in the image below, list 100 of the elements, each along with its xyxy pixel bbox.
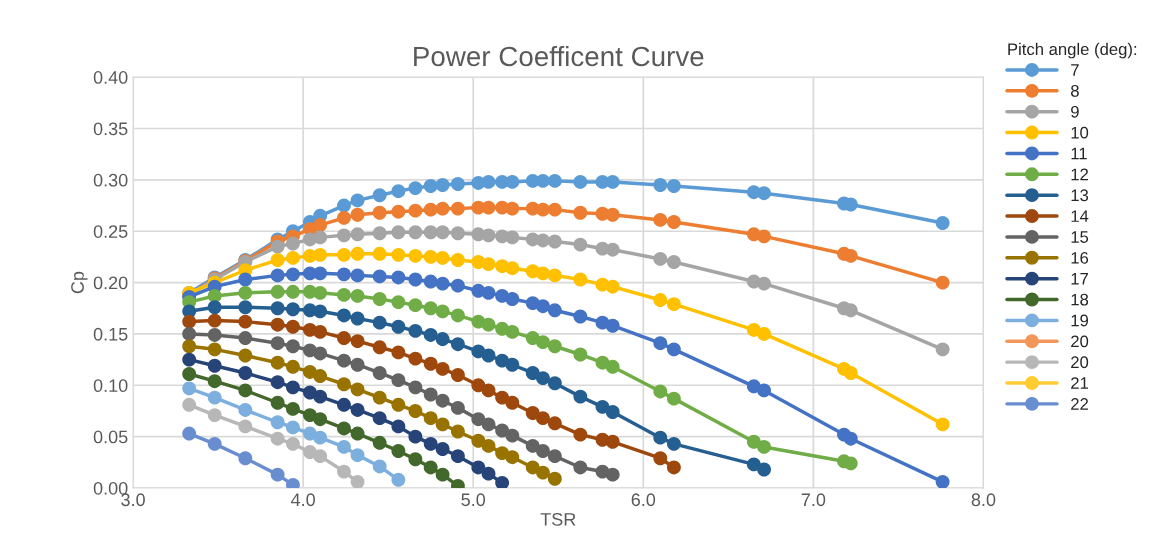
point	[573, 389, 588, 404]
point	[605, 207, 620, 222]
point	[238, 331, 253, 345]
point	[536, 266, 550, 281]
point	[182, 367, 197, 381]
point	[372, 269, 387, 284]
legend-label: 20	[1071, 356, 1089, 369]
point	[270, 395, 285, 410]
legend-label: 7	[1071, 64, 1079, 76]
point	[391, 444, 406, 458]
point	[605, 359, 620, 374]
point	[573, 460, 588, 475]
point	[238, 366, 253, 380]
point	[313, 346, 328, 361]
legend-label: 14	[1071, 210, 1089, 222]
point	[935, 275, 950, 290]
point	[481, 228, 496, 243]
point	[337, 439, 351, 454]
point	[495, 475, 510, 489]
x-tick-label: 6.0	[631, 493, 656, 507]
point	[372, 435, 387, 450]
point	[372, 340, 387, 355]
point	[450, 368, 465, 382]
point	[573, 309, 588, 324]
point	[408, 404, 423, 418]
point	[285, 302, 300, 317]
point	[843, 366, 858, 380]
point	[408, 380, 423, 395]
y-tick-label: 0.35	[93, 122, 128, 136]
point	[653, 336, 668, 351]
y-tick-label: 0.20	[93, 276, 128, 290]
point	[372, 390, 387, 405]
point	[337, 210, 351, 225]
point	[536, 299, 550, 314]
point	[536, 444, 550, 458]
legend-label: 18	[1071, 293, 1089, 306]
point	[182, 314, 197, 329]
point	[207, 390, 222, 405]
point	[757, 229, 771, 244]
point	[313, 430, 328, 445]
point	[505, 450, 520, 465]
point	[207, 436, 222, 451]
point	[505, 201, 520, 216]
point	[757, 383, 771, 398]
point	[935, 342, 950, 357]
point	[372, 292, 387, 306]
point	[313, 389, 328, 404]
point	[605, 405, 620, 419]
point	[843, 431, 858, 446]
point	[238, 403, 253, 417]
point	[423, 356, 438, 371]
point	[313, 266, 328, 281]
point	[450, 449, 465, 464]
point	[238, 285, 253, 300]
point	[666, 460, 681, 475]
point	[450, 253, 465, 267]
point	[350, 207, 365, 222]
point	[573, 174, 588, 189]
point	[757, 439, 771, 454]
point	[350, 382, 365, 397]
point	[238, 451, 253, 466]
point	[270, 301, 285, 316]
point	[605, 434, 620, 449]
point	[605, 242, 620, 257]
point	[505, 174, 520, 189]
point	[536, 202, 550, 217]
point	[666, 255, 681, 269]
point	[471, 460, 486, 475]
point	[337, 198, 351, 213]
point	[595, 399, 610, 414]
point	[285, 436, 300, 451]
legend-label: 12	[1071, 168, 1088, 181]
legend-label: 10	[1071, 126, 1089, 139]
point	[547, 471, 562, 486]
point	[350, 474, 365, 489]
point	[935, 474, 950, 489]
point	[350, 311, 365, 326]
point	[423, 436, 438, 451]
point	[270, 336, 285, 351]
point	[547, 416, 562, 431]
point	[573, 347, 588, 362]
point	[435, 201, 450, 216]
point	[238, 348, 253, 363]
point	[350, 288, 365, 303]
y-tick-label: 0.30	[93, 173, 128, 187]
point	[372, 205, 387, 220]
point	[207, 300, 222, 315]
point	[350, 448, 365, 463]
y-tick-label: 0.05	[93, 430, 128, 444]
point	[372, 411, 387, 426]
point	[270, 415, 285, 430]
point	[238, 419, 253, 434]
point	[408, 248, 423, 263]
point	[481, 257, 496, 272]
point	[746, 434, 761, 449]
point	[182, 426, 197, 441]
point	[391, 295, 406, 310]
point	[757, 276, 771, 291]
point	[450, 177, 465, 191]
legend-title: Pitch angle (deg):	[1008, 42, 1137, 59]
